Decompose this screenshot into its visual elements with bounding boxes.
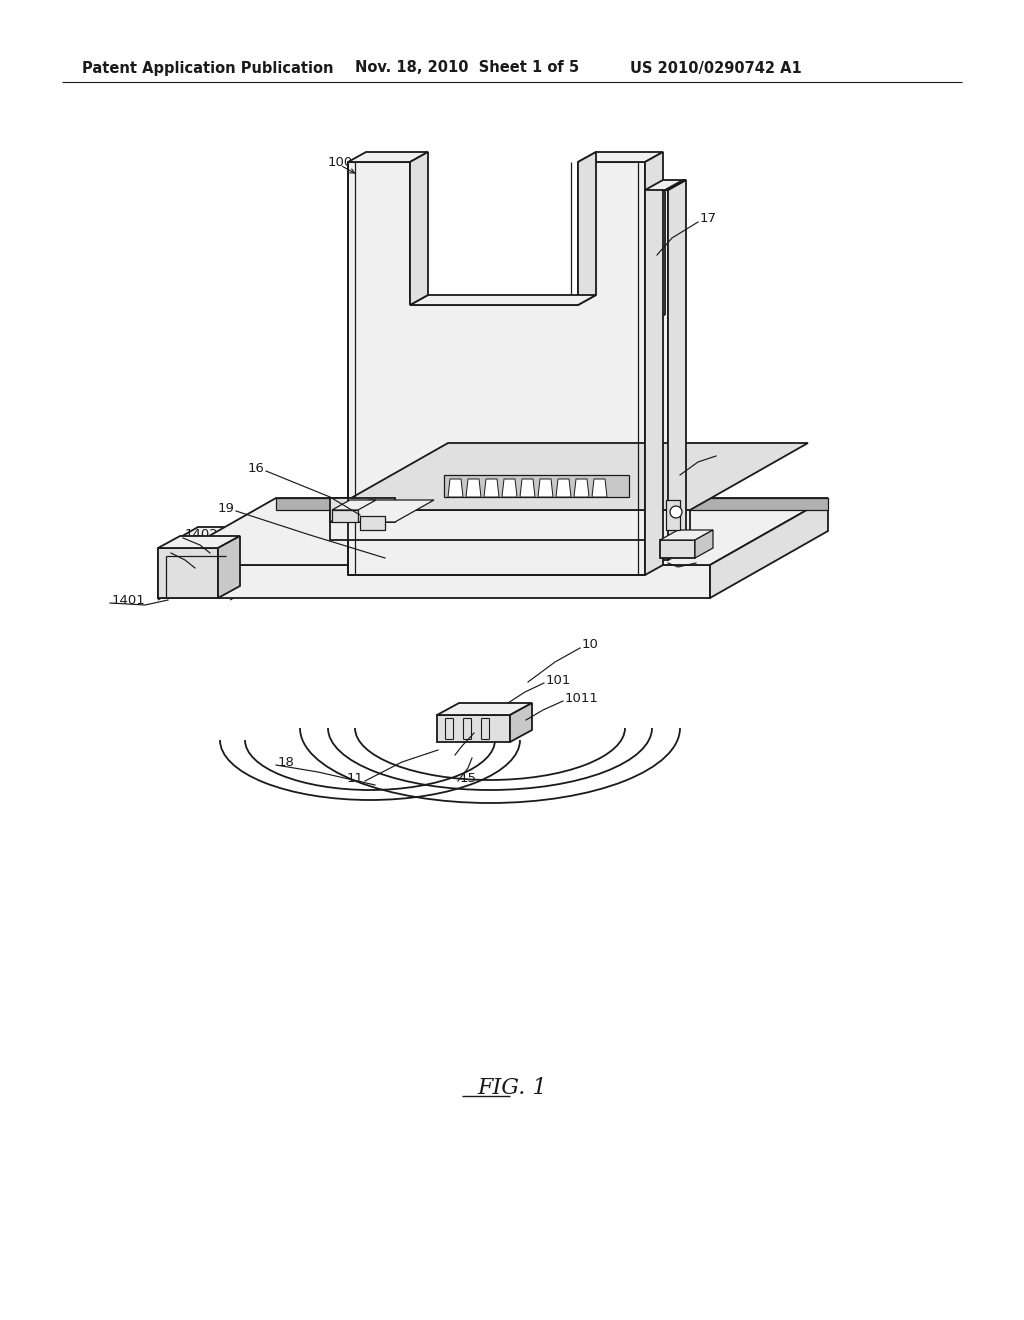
Polygon shape [276, 498, 828, 510]
Text: 10: 10 [582, 639, 599, 652]
Polygon shape [158, 498, 828, 565]
Text: US 2010/0290742 A1: US 2010/0290742 A1 [630, 61, 802, 75]
Polygon shape [484, 479, 499, 498]
Polygon shape [348, 162, 645, 576]
Text: 101: 101 [546, 673, 571, 686]
Polygon shape [158, 548, 218, 598]
Text: 17: 17 [700, 211, 717, 224]
Polygon shape [510, 704, 532, 742]
Text: Nov. 18, 2010  Sheet 1 of 5: Nov. 18, 2010 Sheet 1 of 5 [355, 61, 580, 75]
Polygon shape [666, 500, 680, 531]
Polygon shape [444, 475, 629, 498]
Polygon shape [645, 180, 686, 190]
Polygon shape [660, 531, 713, 540]
Text: FIG. 1: FIG. 1 [477, 1077, 547, 1100]
Polygon shape [332, 500, 376, 510]
Polygon shape [449, 479, 463, 498]
Polygon shape [437, 715, 510, 742]
Text: 19: 19 [218, 502, 234, 515]
Polygon shape [538, 479, 553, 498]
Polygon shape [330, 444, 808, 510]
Polygon shape [645, 152, 663, 576]
Text: 1401: 1401 [112, 594, 145, 606]
Polygon shape [158, 527, 380, 550]
Text: 1010: 1010 [476, 723, 510, 737]
Text: 1403: 1403 [698, 553, 732, 566]
Text: 100: 100 [328, 156, 353, 169]
Polygon shape [410, 160, 578, 305]
Polygon shape [410, 294, 596, 305]
Polygon shape [158, 550, 340, 590]
Text: 11: 11 [347, 771, 364, 784]
Polygon shape [668, 180, 686, 560]
Polygon shape [665, 180, 686, 190]
Polygon shape [574, 479, 589, 498]
Polygon shape [645, 187, 665, 315]
Polygon shape [556, 479, 571, 498]
Text: 1011: 1011 [565, 692, 599, 705]
Polygon shape [592, 479, 607, 498]
Text: 18: 18 [278, 755, 295, 768]
Polygon shape [466, 479, 481, 498]
Polygon shape [645, 190, 668, 560]
Polygon shape [218, 536, 240, 598]
Polygon shape [158, 536, 240, 548]
Text: 13: 13 [718, 446, 735, 458]
Polygon shape [578, 152, 596, 305]
Polygon shape [437, 704, 532, 715]
Polygon shape [695, 531, 713, 558]
Polygon shape [158, 565, 710, 598]
Polygon shape [348, 152, 428, 162]
Polygon shape [578, 152, 663, 162]
Polygon shape [360, 516, 385, 531]
Text: 15: 15 [460, 771, 477, 784]
Polygon shape [332, 510, 358, 521]
Polygon shape [660, 540, 695, 558]
Polygon shape [330, 510, 690, 540]
Circle shape [670, 506, 682, 517]
Text: Patent Application Publication: Patent Application Publication [82, 61, 334, 75]
Text: 1402: 1402 [185, 528, 219, 541]
Text: 14: 14 [173, 544, 189, 557]
Polygon shape [330, 500, 434, 521]
Polygon shape [502, 479, 517, 498]
Polygon shape [330, 498, 395, 521]
Polygon shape [410, 152, 428, 305]
Polygon shape [520, 479, 535, 498]
Text: 16: 16 [248, 462, 265, 474]
Polygon shape [710, 498, 828, 598]
